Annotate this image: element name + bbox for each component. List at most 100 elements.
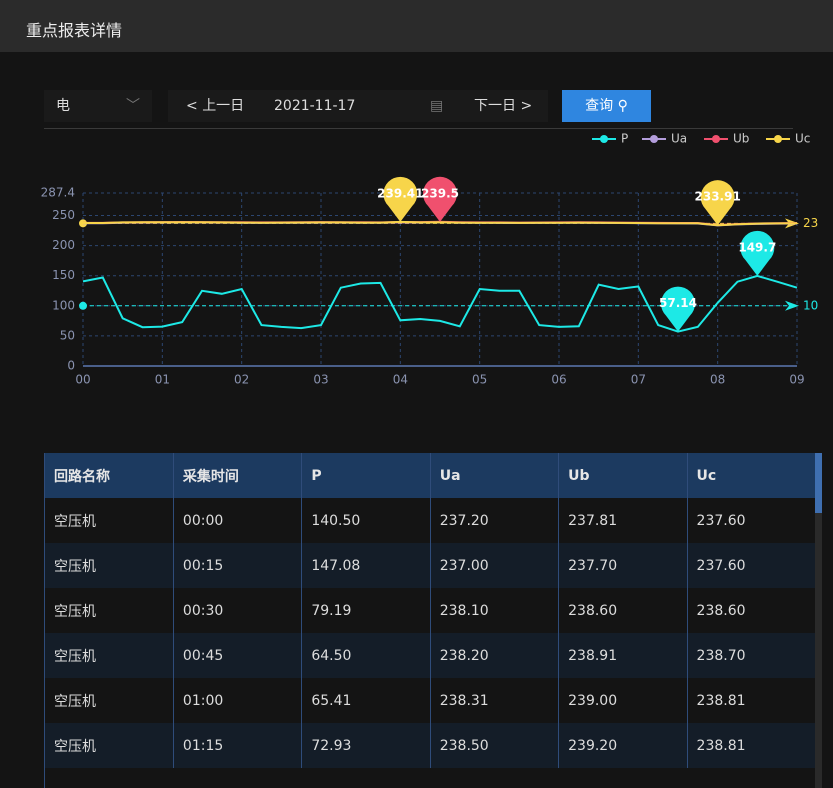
column-header: Ub [558, 453, 688, 498]
table-row: 空压机 00:15 147.08 237.00 237.70 237.60 [45, 543, 816, 588]
table-cell: 01:00 [173, 678, 303, 723]
data-table: 回路名称 采集时间 P Ua Ub Uc 空压机 00:00 140.50 237.20 237.8… [44, 453, 816, 788]
x-tick-label: 04 [393, 373, 408, 387]
table-cell: 237.60 [687, 543, 816, 588]
table-row: 空压机 00:30 79.19 238.10 238.60 238.60 [45, 588, 816, 633]
table-cell: 238.60 [687, 588, 816, 633]
y-tick-label: 0 [67, 359, 75, 373]
y-tick-label: 200 [52, 238, 75, 252]
average-arrow [785, 300, 799, 311]
column-header: 采集时间 [173, 453, 303, 498]
column-header: Uc [687, 453, 816, 498]
marker-label: 239.41 [377, 186, 423, 200]
marker-pin [423, 176, 457, 222]
marker-label: 57.14 [659, 296, 697, 310]
query-button[interactable]: 查询 ⚲ [562, 90, 651, 122]
table-cell: 空压机 [45, 498, 174, 543]
select-value: 电 [56, 98, 70, 114]
y-tick-label: 287.4 [41, 186, 75, 200]
table-cell: 237.81 [558, 498, 688, 543]
legend-dot [774, 135, 782, 143]
table-cell: 238.81 [687, 723, 816, 768]
table-cell: 238.50 [430, 723, 560, 768]
legend-label: Uc [795, 132, 810, 146]
x-tick-label: 01 [155, 373, 170, 387]
table-cell: 64.50 [301, 633, 431, 678]
table-cell: 空压机 [45, 543, 174, 588]
query-label: 查询 [585, 98, 614, 114]
next-label: 下一日 [474, 98, 516, 114]
table-row: 空压机 00:00 140.50 237.20 237.81 237.60 [45, 498, 816, 543]
prev-label: 上一日 [202, 98, 245, 114]
legend-dot [600, 135, 608, 143]
type-select[interactable]: 电 ﹀ [44, 90, 152, 122]
table: 回路名称 采集时间 P Ua Ub Uc 空压机 00:00 140.50 237.20 237.8… [45, 453, 816, 768]
table-cell: 00:15 [173, 543, 303, 588]
marker-pin [700, 180, 735, 226]
x-tick-label: 06 [551, 373, 566, 387]
x-tick-label: 09 [789, 373, 804, 387]
table-cell: 空压机 [45, 723, 174, 768]
chart: 0 50 100 150 200 250 287.4 00 01 02 03 04 05 06 07 08 09… [41, 132, 818, 387]
table-cell: 239.20 [558, 723, 688, 768]
calendar-icon[interactable]: ▤ [430, 98, 444, 114]
column-header: P [301, 453, 431, 498]
y-tick-label: 150 [52, 268, 75, 282]
table-cell: 238.10 [430, 588, 560, 633]
table-cell: 237.60 [687, 498, 816, 543]
dialog-title: 重点报表详情 [26, 21, 123, 40]
legend-label: Ua [671, 132, 687, 146]
x-tick-label: 07 [631, 373, 646, 387]
series-line [83, 220, 798, 227]
table-cell: 238.20 [430, 633, 560, 678]
date-bar [168, 90, 548, 122]
table-cell: 237.20 [430, 498, 560, 543]
table-cell: 72.93 [301, 723, 431, 768]
table-cell: 空压机 [45, 633, 174, 678]
average-label: 237 [803, 216, 818, 230]
table-cell: 79.19 [301, 588, 431, 633]
x-tick-label: 02 [234, 373, 249, 387]
next-day[interactable]: 下一日 > [474, 98, 533, 114]
table-cell: 00:00 [173, 498, 303, 543]
marker-label: 149.7 [738, 240, 776, 254]
average-start [79, 301, 87, 310]
table-cell: 00:30 [173, 588, 303, 633]
table-row: 空压机 00:45 64.50 238.20 238.91 238.70 [45, 633, 816, 678]
select-arrow: ﹀ [126, 98, 140, 114]
date-input[interactable]: 2021-11-17 [274, 90, 355, 122]
marker-pin [661, 286, 696, 332]
table-cell: 65.41 [301, 678, 431, 723]
legend-dot [712, 135, 720, 143]
x-tick-label: 03 [313, 373, 328, 387]
table-cell: 140.50 [301, 498, 431, 543]
header-row: 回路名称 采集时间 P Ua Ub Uc [45, 453, 816, 498]
y-tick-label: 250 [52, 208, 75, 222]
separator [44, 128, 793, 129]
table-cell: 238.70 [687, 633, 816, 678]
table-cell: 00:45 [173, 633, 303, 678]
legend-label: Ub [733, 132, 749, 146]
table-cell: 238.91 [558, 633, 688, 678]
table-cell: 238.31 [430, 678, 560, 723]
average-label: 100 [803, 298, 818, 312]
y-tick-label: 100 [52, 298, 75, 312]
marker-label: 233.91 [695, 190, 741, 204]
scrollbar[interactable] [815, 453, 822, 788]
table-cell: 01:15 [173, 723, 303, 768]
scroll-thumb[interactable] [815, 453, 822, 513]
dialog-header: 重点报表详情 [0, 0, 833, 52]
date-value: 2021-11-17 [274, 98, 356, 114]
column-header: 回路名称 [45, 453, 174, 498]
table-row: 空压机 01:15 72.93 238.50 239.20 238.81 [45, 723, 816, 768]
legend-label: P [621, 132, 628, 146]
x-tick-label: 00 [75, 373, 90, 387]
prev-day[interactable]: < 上一日 [186, 98, 245, 114]
x-tick-label: 08 [710, 373, 725, 387]
legend-dot [650, 135, 658, 143]
column-header: Ua [430, 453, 560, 498]
y-tick-label: 50 [60, 328, 75, 342]
table-row: 空压机 01:00 65.41 238.31 239.00 238.81 [45, 678, 816, 723]
table-cell: 238.81 [687, 678, 816, 723]
marker-pin [383, 176, 418, 222]
